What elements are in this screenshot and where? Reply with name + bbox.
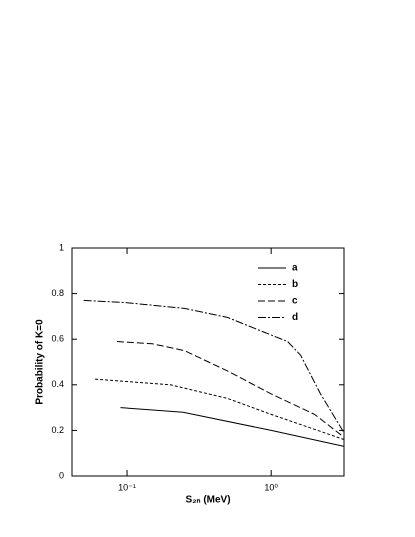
series-line <box>83 299 345 433</box>
y-tick-label: 0 <box>59 470 64 480</box>
legend-label: b <box>292 279 298 290</box>
y-axis-label: Probability of K=0 <box>35 319 46 405</box>
series-line <box>120 407 345 447</box>
x-axis-label: S₂ₙ (MeV) <box>185 495 230 506</box>
y-tick-label: 0.8 <box>51 288 64 298</box>
y-tick-label: 1 <box>59 242 64 252</box>
legend-label: c <box>292 296 298 307</box>
series-line <box>95 378 345 440</box>
y-tick-label: 0.2 <box>51 425 64 435</box>
x-tick-label: 10⁻¹ <box>118 482 136 492</box>
y-tick-label: 0.6 <box>51 334 64 344</box>
y-tick-label: 0.4 <box>51 379 64 389</box>
legend-label: a <box>292 263 298 274</box>
legend-label: d <box>292 312 298 323</box>
plot-frame <box>71 247 345 477</box>
x-tick-label: 10⁰ <box>264 482 278 492</box>
series-line <box>116 341 345 438</box>
